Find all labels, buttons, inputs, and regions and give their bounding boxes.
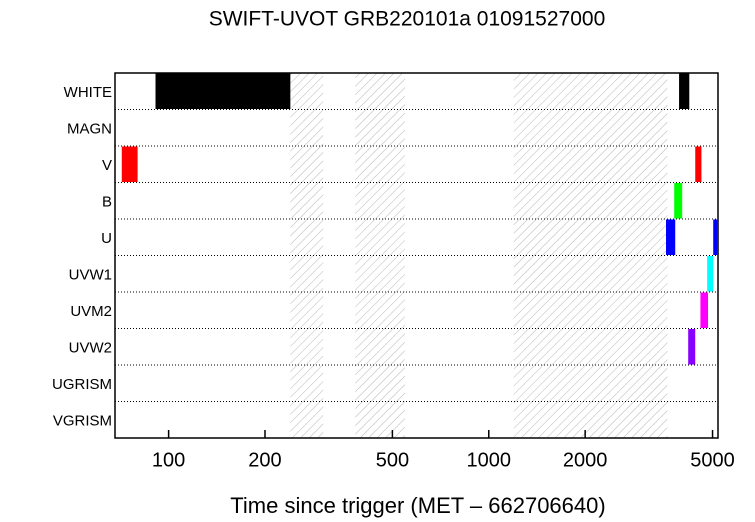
row-label: UGRISM bbox=[52, 376, 112, 393]
x-tick-label: 500 bbox=[376, 449, 409, 471]
row-label: VGRISM bbox=[53, 413, 112, 430]
x-tick-label: 1000 bbox=[467, 449, 512, 471]
x-tick-label: 100 bbox=[152, 449, 185, 471]
row-label: B bbox=[102, 194, 112, 211]
plot-area: WHITE MAGN V B U UVW1 UVM2 UVW2 UGRISM VGRISM 100 2… bbox=[52, 72, 735, 471]
row-label: UVW2 bbox=[69, 340, 112, 357]
x-tick-label: 2000 bbox=[563, 449, 608, 471]
row-label: UVM2 bbox=[70, 303, 112, 320]
row-label: MAGN bbox=[67, 121, 112, 138]
x-tick-label: 200 bbox=[248, 449, 281, 471]
row-label: WHITE bbox=[64, 84, 112, 101]
exposure-bar bbox=[674, 183, 683, 219]
exposure-bar bbox=[666, 219, 676, 255]
hatched-interval bbox=[355, 73, 405, 438]
exposure-bar bbox=[700, 292, 709, 328]
exposure-bar bbox=[707, 256, 714, 292]
hatched-interval bbox=[513, 73, 668, 438]
exposure-bar bbox=[695, 146, 702, 182]
exposure-bar bbox=[679, 73, 690, 109]
row-label: U bbox=[101, 230, 112, 247]
plot-frame bbox=[114, 72, 719, 439]
exposure-bar bbox=[121, 146, 138, 182]
row-label: V bbox=[102, 157, 112, 174]
row-label: UVW1 bbox=[69, 267, 112, 284]
exposure-bar bbox=[155, 73, 291, 109]
exposure-bar bbox=[713, 219, 718, 255]
chart-title: SWIFT-UVOT GRB220101a 01091527000 bbox=[209, 8, 606, 31]
exposure-bar bbox=[688, 329, 696, 365]
x-axis-label: Time since trigger (MET – 662706640) bbox=[230, 493, 605, 518]
x-tick-label: 5000 bbox=[690, 449, 735, 471]
